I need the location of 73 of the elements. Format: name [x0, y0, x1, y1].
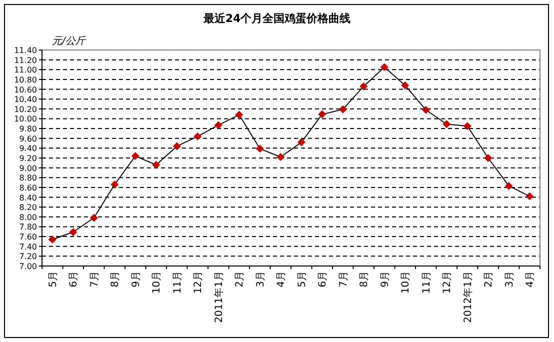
point — [69, 228, 78, 236]
y-tick-label: 10.40 — [14, 95, 37, 104]
y-tick-label: 9.40 — [19, 144, 37, 154]
x-tick-label: 2011年1月 — [212, 271, 225, 323]
y-tick-label: 7.80 — [19, 222, 37, 232]
x-tick-label: 9月 — [130, 271, 142, 288]
y-tick-label: 8.80 — [19, 174, 37, 183]
x-tick-label: 10月 — [400, 271, 412, 294]
y-tick-label: 10.60 — [14, 85, 37, 94]
y-tick-label: 9.00 — [19, 164, 37, 173]
y-tick-label: 9.60 — [19, 134, 37, 144]
y-axis-title: 元/公斤 — [52, 35, 86, 47]
x-tick-label: 10月 — [152, 271, 163, 294]
point — [110, 180, 119, 189]
x-tick-label: 4月 — [276, 271, 288, 288]
point — [276, 153, 285, 162]
x-tick-label: 11月 — [421, 271, 432, 294]
y-tick-label: 11.20 — [14, 56, 37, 65]
point — [48, 235, 56, 244]
point — [235, 110, 244, 119]
y-tick-label: 8.00 — [19, 212, 37, 222]
point — [131, 152, 140, 160]
point — [380, 63, 388, 72]
point — [194, 132, 202, 140]
y-tick-label: 9.80 — [19, 124, 37, 134]
y-tick-label: 10.00 — [14, 114, 37, 124]
y-tick-label: 7.40 — [19, 242, 37, 252]
y-tick-label: 8.20 — [19, 203, 37, 212]
x-tick-label: 4月 — [525, 271, 536, 288]
x-tick-label: 12月 — [442, 271, 454, 294]
y-tick-label: 7.00 — [19, 262, 37, 271]
point — [172, 142, 181, 150]
x-tick-label: 8月 — [359, 271, 370, 288]
point — [504, 182, 513, 190]
y-tick-label: 8.40 — [19, 193, 37, 202]
y-tick-label: 11.00 — [14, 66, 37, 75]
y-tick-label: 10.20 — [14, 104, 37, 114]
x-tick-label: 5月 — [296, 271, 308, 288]
point — [484, 154, 492, 162]
x-tick-label: 2月 — [484, 271, 495, 288]
x-tick-label: 2012年1月 — [462, 271, 474, 323]
point — [297, 138, 306, 146]
point — [360, 82, 368, 90]
x-tick-label: 3月 — [504, 271, 516, 288]
point — [152, 160, 160, 169]
x-tick-label: 5月 — [48, 271, 59, 288]
y-tick-label: 11.40 — [14, 46, 37, 55]
x-tick-label: 6月 — [318, 271, 329, 288]
point — [90, 214, 98, 222]
x-tick-label: 12月 — [193, 271, 204, 294]
x-tick-label: 11月 — [172, 271, 184, 294]
point — [256, 144, 264, 153]
point — [442, 120, 451, 128]
point — [401, 81, 410, 90]
x-tick-label: 7月 — [89, 271, 100, 288]
x-tick-label: 7月 — [338, 271, 350, 288]
y-tick-label: 9.20 — [19, 154, 37, 163]
point — [526, 192, 534, 200]
point — [338, 105, 347, 114]
point — [422, 106, 430, 114]
point — [463, 122, 472, 130]
y-tick-label: 7.20 — [19, 252, 37, 262]
point — [214, 121, 222, 130]
y-tick-label: 7.60 — [19, 232, 37, 242]
x-tick-label: 3月 — [255, 271, 266, 288]
x-tick-label: 8月 — [110, 271, 122, 288]
point — [318, 110, 326, 118]
y-tick-label: 10.80 — [14, 75, 37, 84]
x-tick-label: 6月 — [68, 271, 80, 288]
x-tick-label: 2月 — [234, 271, 246, 288]
chart-title: 最近24个月全国鸡蛋价格曲线 — [202, 12, 351, 25]
y-tick-label: 8.60 — [19, 183, 37, 192]
x-tick-label: 9月 — [380, 271, 391, 288]
